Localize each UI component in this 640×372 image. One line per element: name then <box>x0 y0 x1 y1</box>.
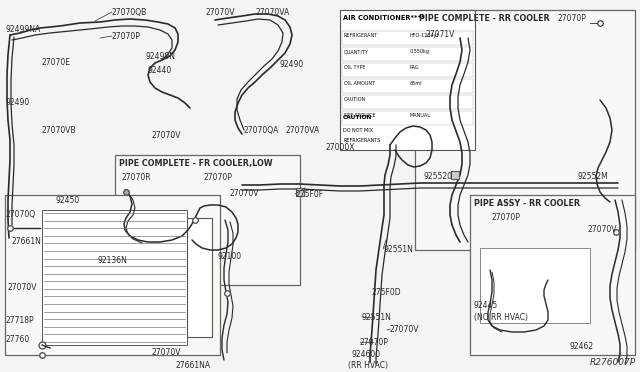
Text: DO NOT MIX: DO NOT MIX <box>343 128 373 133</box>
Bar <box>470 195 635 355</box>
Text: 27071V: 27071V <box>425 30 454 39</box>
Text: OIL TYPE: OIL TYPE <box>344 65 365 70</box>
Text: HFO-1234yf: HFO-1234yf <box>410 33 439 38</box>
Text: CAUTION: CAUTION <box>344 97 366 102</box>
Text: 92499NA: 92499NA <box>5 25 40 34</box>
Text: 27070V: 27070V <box>390 325 419 334</box>
Text: 92499N: 92499N <box>145 52 175 61</box>
Text: 27070R: 27070R <box>121 173 150 182</box>
Text: REFRIGERANT: REFRIGERANT <box>344 33 378 38</box>
Bar <box>342 95 473 109</box>
Bar <box>342 63 473 77</box>
Text: 27718P: 27718P <box>5 316 34 325</box>
Text: 85ml: 85ml <box>410 81 422 86</box>
Text: PAG: PAG <box>410 65 420 70</box>
Bar <box>342 79 473 93</box>
Text: CAUTION: CAUTION <box>343 115 372 120</box>
Text: PIPE COMPLETE - RR COOLER: PIPE COMPLETE - RR COOLER <box>419 14 550 23</box>
Bar <box>5 195 220 355</box>
Text: 92490: 92490 <box>279 60 303 69</box>
Text: 925520: 925520 <box>424 172 453 181</box>
Text: 275F0F: 275F0F <box>295 190 323 199</box>
Text: 27070V: 27070V <box>152 131 182 140</box>
Text: 92445: 92445 <box>474 301 499 310</box>
Text: 27070V: 27070V <box>152 348 182 357</box>
Bar <box>342 47 473 61</box>
Text: 27661NA: 27661NA <box>175 361 210 370</box>
Bar <box>415 10 635 250</box>
Text: 27070VA: 27070VA <box>285 126 319 135</box>
Text: 27070QB: 27070QB <box>112 8 147 17</box>
Bar <box>187 218 212 337</box>
Text: (NO RR HVAC): (NO RR HVAC) <box>474 313 528 322</box>
Text: QUANTITY: QUANTITY <box>344 49 369 54</box>
Text: PIPE COMPLETE - FR COOLER,LOW: PIPE COMPLETE - FR COOLER,LOW <box>119 159 273 168</box>
Bar <box>42 210 187 345</box>
Text: OIL AMOUNT: OIL AMOUNT <box>344 81 375 86</box>
Bar <box>342 31 473 45</box>
Text: 924600: 924600 <box>352 350 381 359</box>
Text: 92450: 92450 <box>55 196 79 205</box>
Text: 27760: 27760 <box>5 335 29 344</box>
Text: 27070E: 27070E <box>42 58 71 67</box>
Text: AIR CONDITIONER****: AIR CONDITIONER**** <box>343 15 424 21</box>
Text: 27070P: 27070P <box>492 213 521 222</box>
Text: 27070P: 27070P <box>558 14 587 23</box>
Text: (RR HVAC): (RR HVAC) <box>348 361 388 370</box>
Text: 27070V: 27070V <box>205 8 234 17</box>
Text: REFRIGERANTS: REFRIGERANTS <box>343 138 380 143</box>
Text: 27070Q: 27070Q <box>5 210 35 219</box>
Text: 92551N: 92551N <box>362 313 392 322</box>
Text: 27000X: 27000X <box>325 143 355 152</box>
Bar <box>115 155 300 285</box>
Text: 27070VB: 27070VB <box>42 126 77 135</box>
Text: 92552M: 92552M <box>578 172 609 181</box>
Text: 92100: 92100 <box>218 252 242 261</box>
Bar <box>342 111 473 125</box>
Text: 27070V: 27070V <box>230 189 259 198</box>
Text: 27070QA: 27070QA <box>243 126 278 135</box>
Text: 27070VA: 27070VA <box>255 8 289 17</box>
Text: 27070V: 27070V <box>8 283 38 292</box>
Bar <box>480 248 590 323</box>
Text: 92136N: 92136N <box>98 256 128 265</box>
Text: 27661N: 27661N <box>12 237 42 246</box>
Text: 0.550kg: 0.550kg <box>410 49 430 54</box>
Text: 92462: 92462 <box>570 342 594 351</box>
Text: 92440: 92440 <box>147 66 172 75</box>
Text: SEE SERVICE: SEE SERVICE <box>344 113 376 118</box>
Text: 92551N: 92551N <box>383 245 413 254</box>
Text: R276007P: R276007P <box>590 358 636 367</box>
Text: 27070P: 27070P <box>203 173 232 182</box>
Text: MANUAL: MANUAL <box>410 113 431 118</box>
Bar <box>340 10 475 150</box>
Text: 27070P: 27070P <box>112 32 141 41</box>
Text: 27070V: 27070V <box>588 225 618 234</box>
Text: PIPE ASSY - RR COOLER: PIPE ASSY - RR COOLER <box>474 199 580 208</box>
Text: 275F0D: 275F0D <box>372 288 402 297</box>
Text: 27070P: 27070P <box>360 338 389 347</box>
Text: 92490: 92490 <box>5 98 29 107</box>
